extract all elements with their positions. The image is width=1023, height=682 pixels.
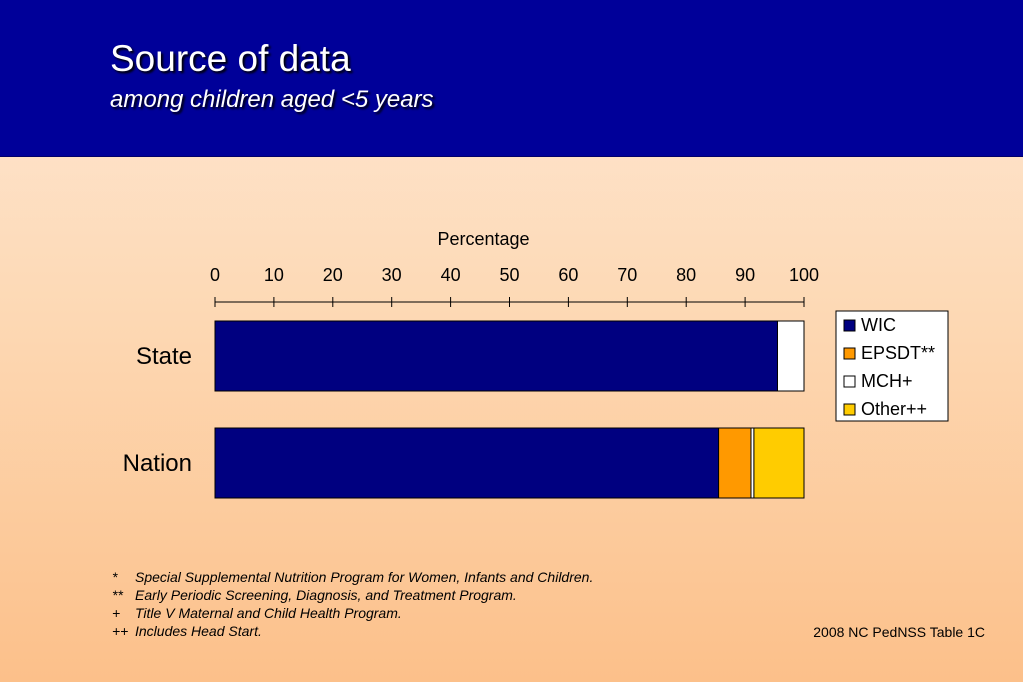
x-tick-label: 70: [617, 265, 637, 285]
slide-subtitle: among children aged <5 years: [110, 86, 434, 113]
legend-label: WIC: [861, 315, 896, 335]
x-tick-label: 80: [676, 265, 696, 285]
title-banner: Source of data among children aged <5 ye…: [0, 0, 1023, 157]
legend-swatch: [843, 347, 856, 360]
x-tick-label: 100: [789, 265, 819, 285]
footnote-text: Special Supplemental Nutrition Program f…: [135, 569, 594, 585]
legend-swatch: [843, 319, 856, 332]
x-axis-title: Percentage: [437, 229, 529, 249]
footnote-mark: +: [112, 605, 121, 621]
x-tick-label: 10: [264, 265, 284, 285]
footnote-text: Title V Maternal and Child Health Progra…: [135, 605, 402, 621]
x-tick-label: 0: [210, 265, 220, 285]
slide-title: Source of data: [110, 38, 351, 79]
legend-label: Other++: [861, 399, 927, 419]
footnote: ++ Includes Head Start.: [112, 622, 593, 640]
x-tick-label: 30: [382, 265, 402, 285]
footnote: + Title V Maternal and Child Health Prog…: [112, 604, 593, 622]
source-note: 2008 NC PedNSS Table 1C: [813, 624, 985, 640]
x-tick-label: 20: [323, 265, 343, 285]
footnote-text: Includes Head Start.: [135, 623, 262, 639]
legend-swatch: [843, 375, 856, 388]
footnote: ** Early Periodic Screening, Diagnosis, …: [112, 586, 593, 604]
footnotes: * Special Supplemental Nutrition Program…: [112, 568, 593, 640]
legend-label: EPSDT**: [861, 343, 935, 363]
bar-segment: [776, 320, 805, 392]
x-tick-label: 90: [735, 265, 755, 285]
footnote-mark: *: [112, 569, 118, 585]
bar-segment: [214, 427, 720, 499]
bar-segment: [214, 320, 778, 392]
legend-label: MCH+: [861, 371, 913, 391]
category-label: State: [136, 343, 192, 370]
x-tick-label: 50: [499, 265, 519, 285]
footnote-mark: ++: [112, 623, 129, 639]
bar-segment: [753, 427, 805, 499]
footnote: * Special Supplemental Nutrition Program…: [112, 568, 593, 586]
category-label: Nation: [123, 450, 192, 477]
bar-segment: [718, 427, 752, 499]
x-tick-label: 60: [558, 265, 578, 285]
footnote-mark: **: [112, 587, 123, 603]
legend-swatch: [843, 403, 856, 416]
footnote-text: Early Periodic Screening, Diagnosis, and…: [135, 587, 517, 603]
x-tick-label: 40: [441, 265, 461, 285]
